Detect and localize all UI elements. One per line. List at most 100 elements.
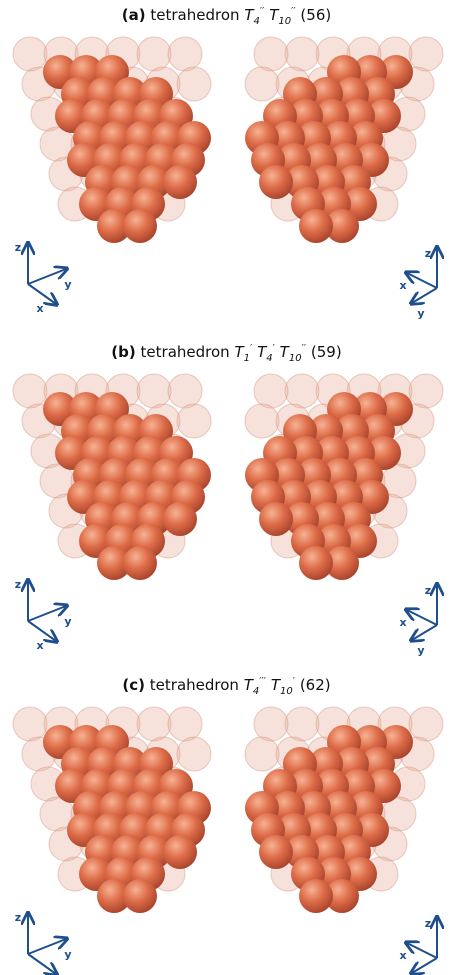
panel-label: (b) xyxy=(111,343,135,361)
axis-label: y xyxy=(64,948,71,961)
sphere-cluster xyxy=(13,707,211,913)
formula-sub: 1 xyxy=(244,353,250,364)
formula-sub: 4 xyxy=(253,686,259,697)
formula-sub: 10 xyxy=(278,16,291,27)
formula-sub: 10 xyxy=(280,686,293,697)
ghost-sphere xyxy=(409,37,443,71)
axis-arrow xyxy=(28,284,56,304)
ghost-sphere xyxy=(137,37,171,71)
sphere xyxy=(123,546,157,580)
axis-arrow xyxy=(28,954,56,974)
formula-prime: ′ xyxy=(250,343,252,354)
panel-title: (b) tetrahedron T1′ T4′ T10′′ (59) xyxy=(0,343,453,364)
axis-arrow xyxy=(407,943,437,958)
panel-word: tetrahedron xyxy=(150,6,239,24)
axis-triad: zyx xyxy=(15,911,72,975)
axis-label: y xyxy=(64,615,71,628)
sphere-cluster xyxy=(13,37,211,243)
formula-sub: 4 xyxy=(266,353,272,364)
axis-arrow xyxy=(28,269,66,284)
ghost-sphere xyxy=(285,707,319,741)
formula-prime: ′ xyxy=(293,676,295,687)
axis-label: x xyxy=(36,639,43,652)
axis-label: z xyxy=(425,917,431,930)
ghost-sphere xyxy=(137,374,171,408)
formula-term: T4′′′ xyxy=(244,676,266,694)
ghost-sphere xyxy=(254,37,288,71)
panel-count: (59) xyxy=(311,343,342,361)
axis-arrow xyxy=(412,958,437,973)
formula-sub: 4 xyxy=(253,16,259,27)
ghost-sphere xyxy=(168,707,202,741)
figure: zyxzxyzyxzxyzyxzxy (a) tetrahedron T4′′ … xyxy=(0,0,453,975)
formula-prime: ′′ xyxy=(260,6,265,17)
ghost-sphere xyxy=(245,67,279,101)
ghost-sphere xyxy=(13,374,47,408)
panel-label: (c) xyxy=(122,676,145,694)
sphere xyxy=(163,165,197,199)
panel-title: (c) tetrahedron T4′′′ T10′ (62) xyxy=(0,676,453,697)
ghost-sphere xyxy=(285,37,319,71)
axis-triad: zyx xyxy=(15,241,72,315)
sphere xyxy=(259,165,293,199)
ghost-sphere xyxy=(409,374,443,408)
sphere xyxy=(299,879,333,913)
formula-letter: T xyxy=(280,343,289,361)
axis-label: y xyxy=(417,644,424,657)
sphere xyxy=(259,835,293,869)
axis-label: y xyxy=(64,278,71,291)
ghost-sphere xyxy=(168,374,202,408)
formula-prime: ′′ xyxy=(302,343,307,354)
axis-label: y xyxy=(417,307,424,320)
panel-label: (a) xyxy=(122,6,146,24)
axis-arrow xyxy=(28,621,56,641)
panel-word: tetrahedron xyxy=(141,343,230,361)
sphere xyxy=(163,835,197,869)
axis-arrow xyxy=(412,288,437,303)
panel-title: (a) tetrahedron T4′′ T10′′ (56) xyxy=(0,6,453,27)
panel-count: (62) xyxy=(300,676,331,694)
ghost-sphere xyxy=(177,404,211,438)
formula-letter: T xyxy=(269,6,278,24)
artwork: zyxzxyzyxzxyzyxzxy xyxy=(0,0,453,975)
axis-triad: z x y xyxy=(399,247,437,320)
sphere-cluster xyxy=(245,707,443,913)
formula-term: T10′ xyxy=(271,676,295,694)
sphere-cluster xyxy=(13,374,211,580)
sphere-cluster xyxy=(245,374,443,580)
axis-triad: z y x xyxy=(15,578,72,652)
sphere xyxy=(163,502,197,536)
sphere xyxy=(123,209,157,243)
ghost-sphere xyxy=(137,707,171,741)
ghost-sphere xyxy=(168,37,202,71)
formula-letter: T xyxy=(257,343,266,361)
ghost-sphere xyxy=(409,707,443,741)
ghost-sphere xyxy=(254,707,288,741)
axis-triad: zxy xyxy=(399,584,437,657)
ghost-sphere xyxy=(177,737,211,771)
ghost-sphere xyxy=(13,707,47,741)
ghost-sphere xyxy=(254,374,288,408)
axis-label: x xyxy=(399,949,406,962)
axis-label: x xyxy=(399,616,406,629)
axis-arrow xyxy=(412,625,437,640)
formula-prime: ′′′ xyxy=(259,676,266,687)
sphere xyxy=(299,546,333,580)
formula-prime: ′′ xyxy=(291,6,296,17)
ghost-sphere xyxy=(285,374,319,408)
formula-letter: T xyxy=(271,676,280,694)
axis-arrow xyxy=(407,273,437,288)
ghost-sphere xyxy=(13,37,47,71)
formula-term: T4′ xyxy=(257,343,275,361)
sphere xyxy=(259,502,293,536)
axis-label: x xyxy=(399,279,406,292)
axis-label: z xyxy=(15,911,21,924)
axis-label: z xyxy=(15,578,21,591)
axis-arrow xyxy=(28,606,66,621)
formula-letter: T xyxy=(234,343,243,361)
formula-term: T10′′ xyxy=(280,343,306,361)
formula-term: T10′′ xyxy=(269,6,295,24)
axis-label: z xyxy=(15,241,21,254)
axis-arrow xyxy=(28,939,66,954)
axis-label: z xyxy=(425,247,431,260)
